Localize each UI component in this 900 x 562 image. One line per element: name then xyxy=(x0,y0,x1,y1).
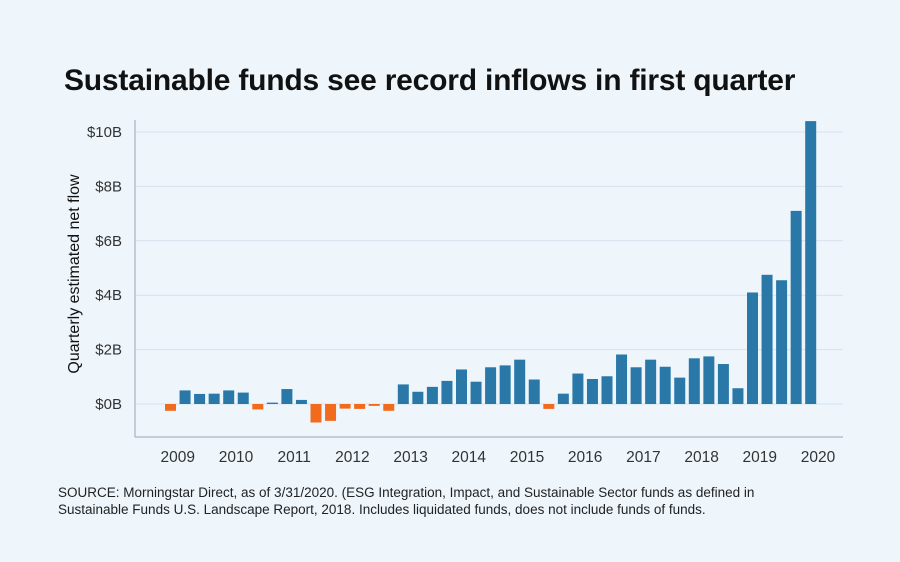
x-tick-label: 2019 xyxy=(743,449,777,466)
bar-2010-q1 xyxy=(223,390,235,404)
bar-2014-q2 xyxy=(470,381,482,404)
bar-2012-q2 xyxy=(354,404,366,409)
y-tick-label: $10B xyxy=(87,124,122,141)
bar-2012-q3 xyxy=(368,404,380,406)
bar-2010-q2 xyxy=(237,392,249,404)
bar-2017-q3 xyxy=(659,366,671,404)
bar-2015-q3 xyxy=(543,404,555,409)
bar-2009-q1 xyxy=(165,404,176,411)
bar-2017-q4 xyxy=(674,377,686,404)
x-tick-label: 2014 xyxy=(452,449,487,466)
bar-2018-q1 xyxy=(688,358,700,404)
bar-2009-q2 xyxy=(179,390,191,404)
bar-2017-q1 xyxy=(630,367,642,404)
bar-2013-q4 xyxy=(441,380,453,404)
y-axis-title: Quarterly estimated net flow xyxy=(66,174,83,374)
bar-2019-q2 xyxy=(761,274,773,404)
y-tick-label: $6B xyxy=(95,233,122,250)
bar-2015-q1 xyxy=(514,359,526,404)
x-tick-label: 2013 xyxy=(393,449,427,466)
bar-2011-q2 xyxy=(295,399,307,404)
y-tick-label: $0B xyxy=(95,396,122,413)
bar-2011-q3 xyxy=(310,404,322,423)
x-tick-label: 2020 xyxy=(801,449,836,466)
x-tick-label: 2011 xyxy=(278,449,311,466)
bar-2011-q4 xyxy=(325,404,337,421)
bar-2016-q1 xyxy=(572,373,584,404)
bar-2016-q2 xyxy=(586,378,598,404)
y-tick-label: $4B xyxy=(95,287,122,304)
bar-2019-q3 xyxy=(776,280,788,404)
bar-2016-q3 xyxy=(601,376,613,404)
x-tick-label: 2015 xyxy=(510,449,544,466)
bar-2013-q3 xyxy=(426,386,438,404)
bar-2014-q3 xyxy=(485,367,497,404)
y-tick-label: $2B xyxy=(95,342,122,359)
x-tick-label: 2018 xyxy=(684,449,718,466)
x-tick-label: 2010 xyxy=(219,449,254,466)
bar-2013-q2 xyxy=(412,391,424,404)
bar-2010-q3 xyxy=(252,404,264,410)
bar-2019-q4 xyxy=(790,210,802,404)
x-tick-label: 2017 xyxy=(626,449,660,466)
bar-chart: $0B $2B $4B $6B $8B $10B Quarterly estimated n… xyxy=(66,120,843,466)
bar-2017-q2 xyxy=(645,359,657,404)
bar-2014-q1 xyxy=(456,369,467,404)
bar-2013-q1 xyxy=(397,384,409,404)
bar-2012-q4 xyxy=(383,404,395,411)
bar-2016-q4 xyxy=(616,354,628,404)
bar-2020-q1 xyxy=(805,121,817,405)
x-tick-label: 2009 xyxy=(161,449,195,466)
bar-2015-q2 xyxy=(528,379,540,404)
y-tick-label: $8B xyxy=(95,178,122,195)
bar-2019-q1 xyxy=(747,292,758,404)
bar-2018-q2 xyxy=(703,356,715,404)
bar-2014-q4 xyxy=(499,365,511,404)
x-tick-label: 2016 xyxy=(568,449,602,466)
bar-2009-q3 xyxy=(194,393,206,404)
bar-2010-q4 xyxy=(266,402,278,404)
source-line-2: Sustainable Funds U.S. Landscape Report,… xyxy=(58,502,706,517)
bar-2015-q4 xyxy=(557,393,569,404)
source-note: SOURCE: Morningstar Direct, as of 3/31/2… xyxy=(58,484,858,518)
bar-2018-q3 xyxy=(717,364,729,404)
bar-2012-q1 xyxy=(339,404,351,409)
source-line-1: SOURCE: Morningstar Direct, as of 3/31/2… xyxy=(58,485,755,500)
x-tick-label: 2012 xyxy=(335,449,369,466)
bar-2018-q4 xyxy=(732,388,744,404)
bar-2011-q1 xyxy=(281,389,293,404)
bar-2009-q4 xyxy=(208,393,220,404)
chart-title: Sustainable funds see record inflows in … xyxy=(64,64,796,97)
